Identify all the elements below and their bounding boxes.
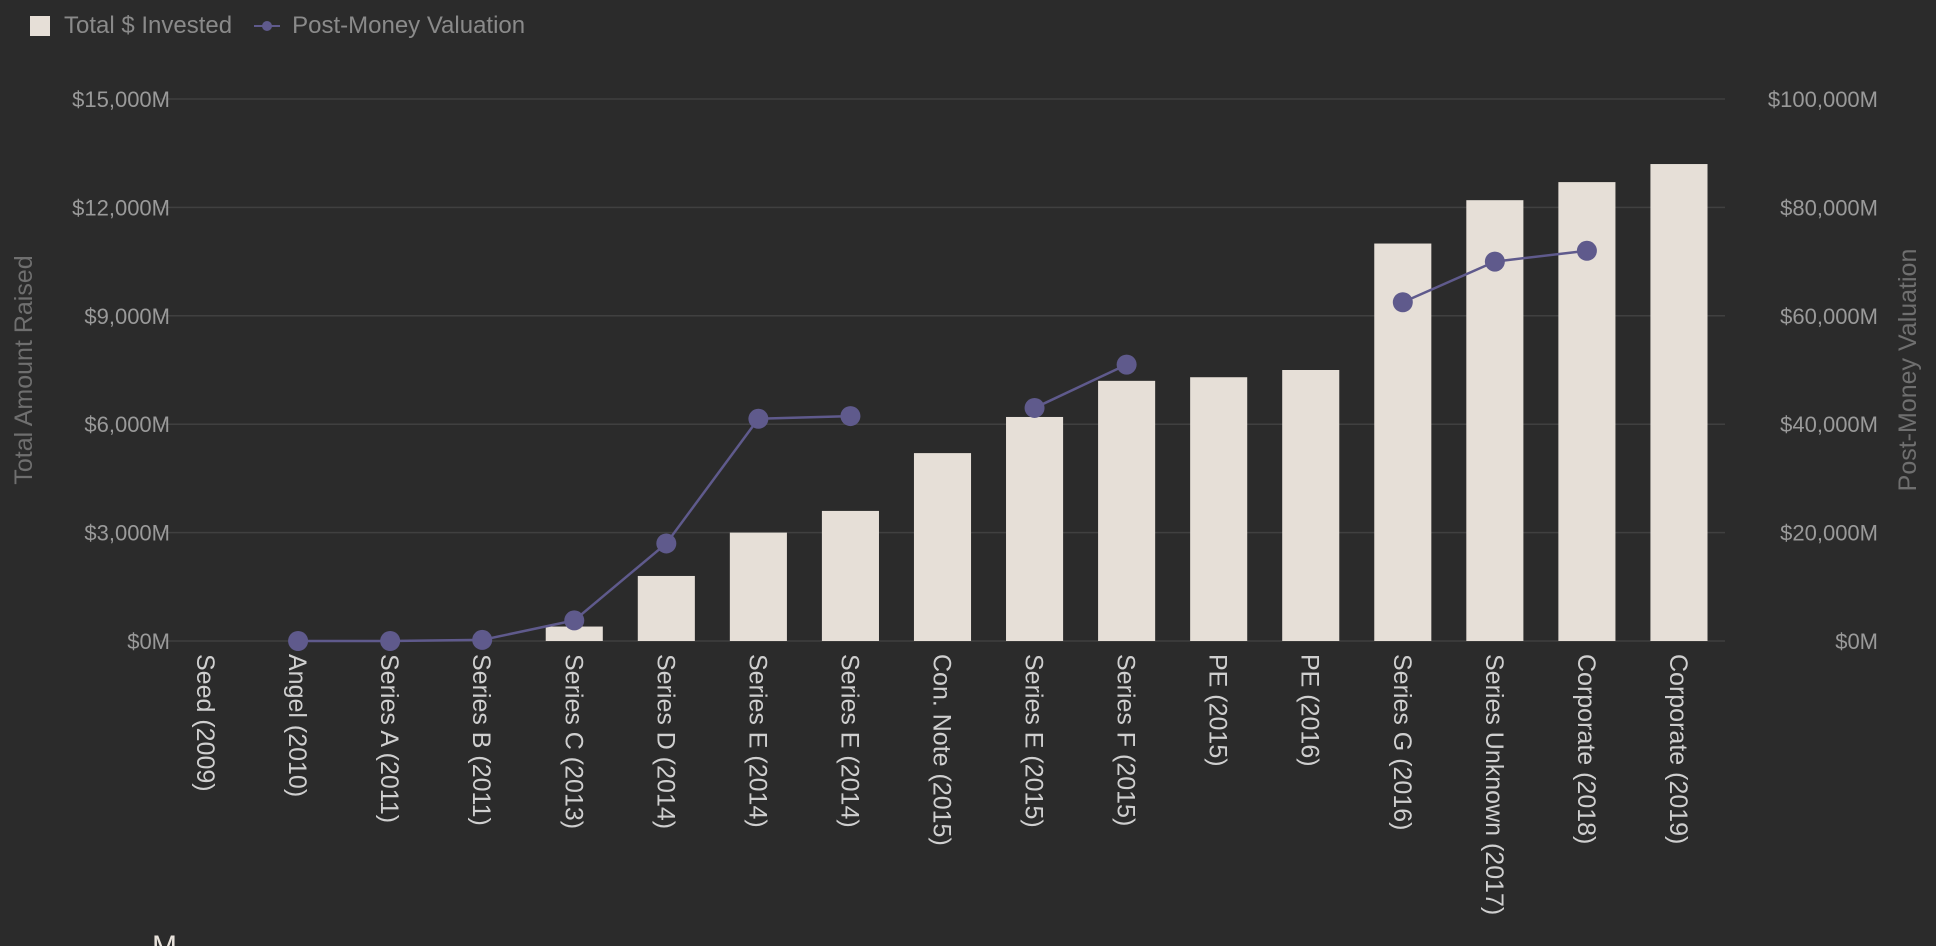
data-point <box>1576 240 1597 261</box>
line-segment <box>665 418 760 545</box>
x-tick-label: Con. Note (2015) <box>928 654 956 846</box>
x-tick-label: Series Unknown (2017) <box>1480 654 1508 915</box>
x-tick-label: Angel (2010) <box>283 654 311 797</box>
data-point <box>1116 354 1137 375</box>
data-point <box>1024 397 1045 418</box>
line-segment <box>390 638 483 643</box>
line-segment <box>1402 260 1496 304</box>
x-tick-label: Corporate (2018) <box>1572 654 1600 844</box>
chart-legend: Total $ Invested Post-Money Valuation <box>30 10 547 42</box>
y2-tick-label: $80,000M <box>1780 195 1878 220</box>
bar <box>545 626 603 641</box>
data-point <box>1484 251 1505 272</box>
cropped-text-fragment: M <box>152 932 178 946</box>
bar <box>1098 380 1156 641</box>
y2-tick-label: $20,000M <box>1780 521 1878 546</box>
line-segment <box>1494 249 1588 263</box>
bar <box>729 532 787 641</box>
x-tick-label: Series G (2016) <box>1388 654 1416 830</box>
y2-tick-label: $100,000M <box>1768 87 1878 112</box>
x-tick-label: Series C (2013) <box>559 654 587 829</box>
x-tick-label: Corporate (2019) <box>1664 654 1692 844</box>
x-tick-label: Series E (2014) <box>835 654 863 828</box>
data-point <box>1392 292 1413 313</box>
bar <box>1006 416 1064 641</box>
bar <box>821 510 879 641</box>
line-segment <box>1034 363 1128 410</box>
x-tick-label: Series E (2014) <box>743 654 771 828</box>
legend-item-total-invested[interactable]: Total $ Invested <box>30 12 232 40</box>
y2-tick-label: $40,000M <box>1780 412 1878 437</box>
x-tick-label: PE (2015) <box>1204 654 1232 767</box>
y-tick-label: $12,000M <box>72 195 170 220</box>
x-tick-label: Series F (2015) <box>1112 654 1140 826</box>
data-point <box>472 629 493 650</box>
y2-tick-label: $0M <box>1835 629 1878 654</box>
data-point <box>840 406 861 427</box>
x-tick-label: Series D (2014) <box>651 654 679 829</box>
bar <box>637 575 695 641</box>
y-tick-label: $6,000M <box>84 412 170 437</box>
legend-label-total-invested: Total $ Invested <box>64 12 233 39</box>
y-axis-title: Total Amount Raised <box>10 255 38 484</box>
data-point <box>564 610 585 631</box>
bar-swatch-icon <box>30 16 50 36</box>
bar <box>1466 200 1524 641</box>
data-point <box>288 631 309 651</box>
x-tick-label: Seed (2009) <box>191 654 219 792</box>
legend-item-post-money-valuation[interactable]: Post-Money Valuation <box>254 12 525 40</box>
bar <box>1190 377 1248 641</box>
data-point <box>748 408 769 429</box>
data-point <box>380 631 401 651</box>
line-segment <box>573 542 668 622</box>
x-tick-label: Series A (2011) <box>375 654 403 823</box>
bar <box>1650 164 1708 642</box>
x-tick-label: Series E (2015) <box>1020 654 1048 828</box>
x-tick-label: Series B (2011) <box>467 654 495 826</box>
line-marker-icon <box>254 16 281 36</box>
y-tick-label: $9,000M <box>84 304 170 329</box>
data-point <box>656 533 677 554</box>
y-tick-label: $3,000M <box>84 521 170 546</box>
x-tick-label: PE (2016) <box>1296 654 1324 767</box>
y2-tick-label: $60,000M <box>1780 304 1878 329</box>
legend-label-post-money-valuation: Post-Money Valuation <box>292 12 526 39</box>
y2-axis-title: Post-Money Valuation <box>1894 249 1922 492</box>
line-segment <box>758 414 851 421</box>
y-tick-label: $15,000M <box>72 87 170 112</box>
y-tick-label: $0M <box>127 629 170 654</box>
line-segment <box>481 619 575 642</box>
bar <box>913 453 972 641</box>
bar <box>1282 370 1340 641</box>
